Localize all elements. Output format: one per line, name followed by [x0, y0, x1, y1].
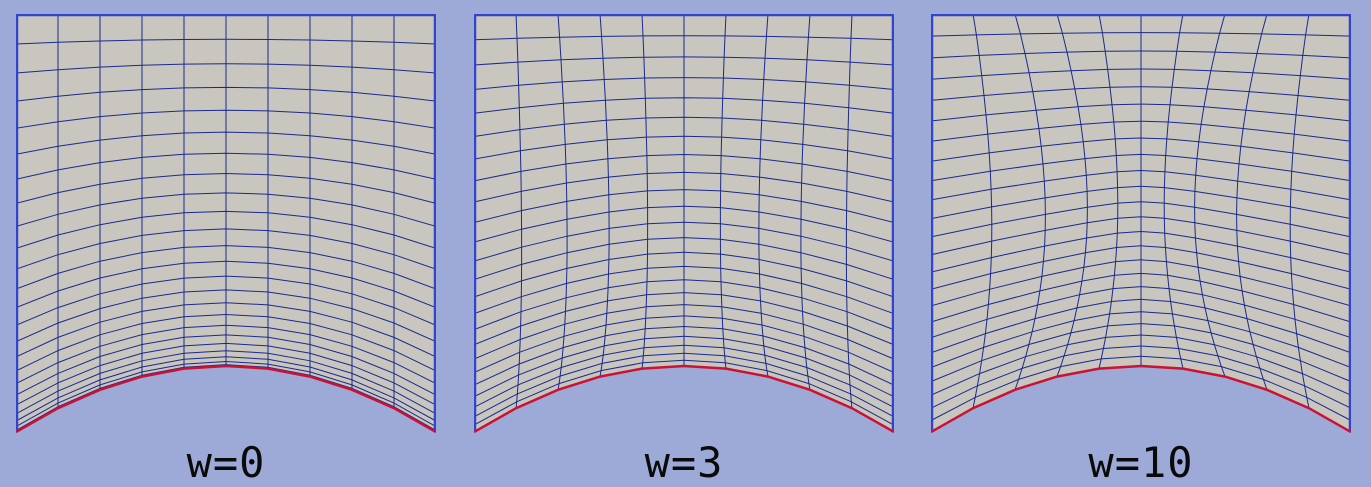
- mesh-outer-boundary: [931, 14, 1351, 432]
- mesh-column-line: [599, 14, 610, 377]
- mesh-column-line: [758, 14, 769, 377]
- mesh-column-line: [1014, 14, 1046, 390]
- mesh-panel-w3: [474, 14, 894, 434]
- mesh-curved-boundary: [474, 364, 894, 434]
- panel-label-w10: w=10: [1088, 438, 1194, 487]
- mesh-panel-w10: [931, 14, 1351, 434]
- mesh-outer-boundary: [474, 14, 894, 432]
- panel-label-w0: w=0: [186, 438, 266, 487]
- mesh-column-line: [719, 14, 727, 369]
- mesh-column-line: [557, 14, 568, 390]
- mesh-grid-w10: [931, 14, 1351, 434]
- mesh-column-line: [1098, 14, 1119, 369]
- mesh-grid-w0: [16, 14, 436, 434]
- mesh-column-line: [800, 14, 811, 390]
- mesh-panel-w0: [16, 14, 436, 434]
- panel-label-w3: w=3: [644, 438, 724, 487]
- mesh-curved-boundary: [931, 364, 1351, 434]
- mesh-column-line: [1236, 14, 1268, 390]
- mesh-column-line: [1056, 14, 1088, 377]
- mesh-outer-boundary: [16, 14, 436, 432]
- mesh-grid-w3: [474, 14, 894, 434]
- mesh-column-line: [515, 14, 523, 409]
- mesh-column-line: [1163, 14, 1184, 369]
- mesh-column-line: [1289, 14, 1310, 409]
- mesh-column-line: [845, 14, 853, 409]
- mesh-column-line: [972, 14, 993, 409]
- mesh-column-line: [641, 14, 649, 369]
- mesh-curved-boundary: [16, 364, 436, 434]
- mesh-column-line: [1194, 14, 1226, 377]
